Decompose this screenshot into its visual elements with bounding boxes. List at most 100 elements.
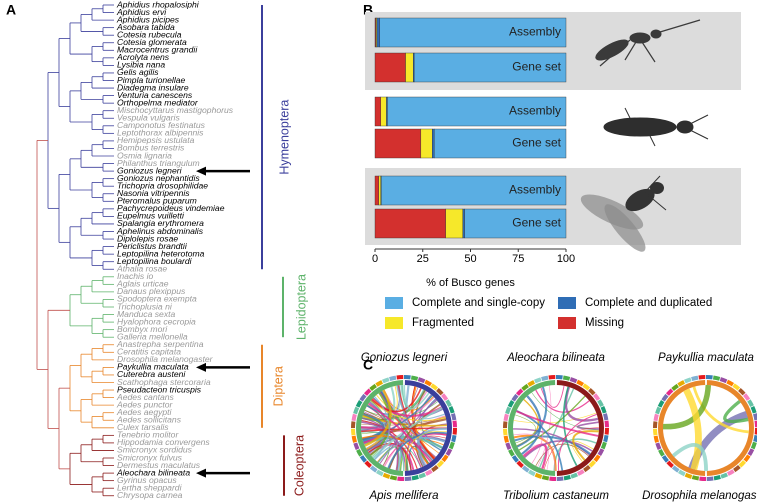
outer-segment — [593, 454, 601, 463]
clade-label: Hymenoptera — [277, 100, 291, 175]
chord — [417, 427, 448, 466]
chord — [362, 435, 429, 465]
outer-segment — [418, 472, 427, 479]
chord — [367, 387, 419, 451]
species-label: Smicronyx fulvus — [117, 452, 183, 462]
bar-segment — [380, 96, 387, 127]
bar-label: Assembly — [509, 25, 561, 39]
outer-segment — [597, 448, 605, 457]
outer-segment — [396, 375, 404, 380]
outer-segment — [753, 434, 757, 443]
bar-segment — [464, 208, 567, 239]
outer-segment — [750, 441, 757, 450]
outer-segment — [351, 428, 356, 436]
circos-plot — [351, 375, 457, 481]
outer-segment — [451, 413, 457, 421]
outer-segment — [750, 405, 757, 414]
outer-segment — [655, 406, 662, 415]
species-label: Osmia lignaria — [117, 150, 172, 160]
clade-label: Diptera — [271, 366, 285, 406]
outer-segment — [655, 442, 662, 451]
bar-segment — [432, 128, 435, 159]
legend-label: Missing — [585, 317, 624, 329]
species-label: Culex tarsalis — [117, 422, 169, 432]
species-label: Diplolepis rosae — [117, 233, 178, 243]
outer-segment — [706, 476, 714, 481]
species-label: Aglais urticae — [116, 279, 169, 289]
species-label: Leptopilina boulardi — [117, 256, 193, 266]
legend-swatch — [385, 297, 403, 309]
outer-segment — [706, 375, 713, 380]
species-label: Aedes aegypti — [116, 407, 173, 417]
outer-segment — [534, 472, 543, 479]
outer-segment — [445, 448, 453, 457]
species-label: Mischocyttarus mastigophorus — [117, 105, 234, 115]
chord — [363, 410, 385, 421]
chord — [403, 384, 430, 410]
outer-segment — [576, 469, 585, 476]
chord — [531, 392, 599, 431]
species-label: Cotesia glomerata — [117, 37, 187, 47]
panel-label: B — [363, 2, 373, 18]
species-label: Spodoptera exempta — [117, 294, 197, 304]
ring-half — [556, 380, 604, 476]
chord — [540, 385, 565, 408]
bar-segment — [374, 52, 406, 83]
outer-segment — [375, 380, 384, 387]
outer-segment — [436, 387, 444, 396]
outer-segment — [665, 388, 674, 396]
outer-segment — [382, 472, 391, 479]
outer-segment — [666, 460, 674, 469]
species-label: Pimpla turionellae — [117, 75, 186, 85]
circos-reference: Drosophila melanogaster — [642, 490, 757, 502]
species-label: Nasonia vitripennis — [117, 188, 190, 198]
outer-segment — [389, 475, 398, 481]
chord — [370, 400, 446, 422]
chord — [723, 399, 749, 424]
bar-segment — [379, 17, 567, 48]
species-label: Aedes punctor — [116, 399, 174, 409]
outer-segment — [677, 380, 686, 387]
outer-segment — [683, 377, 692, 384]
outer-segment — [747, 399, 754, 408]
species-label: Aedes cantans — [116, 392, 175, 402]
chord — [576, 421, 600, 430]
species-label: Lertha sheppardi — [117, 482, 183, 492]
chord — [396, 385, 434, 461]
chord — [361, 385, 401, 431]
outer-segment — [424, 469, 433, 476]
outer-segment — [508, 448, 515, 457]
species-label: Gelis agilis — [117, 67, 159, 77]
ring-half — [706, 380, 754, 476]
species-label: Cotesia rubecula — [117, 29, 182, 39]
outer-segment — [515, 388, 524, 396]
legend-label: Complete and single-copy — [412, 297, 545, 309]
chord — [535, 389, 590, 413]
outer-segment — [588, 460, 597, 468]
species-label: Pseudacteon tricuspis — [117, 384, 202, 394]
circos-reference: Apis mellifera — [368, 490, 438, 502]
circos-title: Goniozus legneri — [361, 352, 448, 364]
species-label: Philanthus triangulum — [117, 158, 200, 168]
outer-segment — [653, 428, 658, 436]
outer-segment — [603, 413, 609, 421]
chord — [538, 388, 575, 469]
outer-segment — [527, 380, 536, 387]
species-label: Acrolyta nens — [116, 52, 170, 62]
species-label: Leptopilina heterotoma — [117, 248, 205, 258]
outer-segment — [353, 442, 360, 451]
outer-segment — [698, 375, 706, 380]
species-label: Inachis io — [117, 271, 154, 281]
species-label: Venturia canescens — [117, 90, 193, 100]
species-label: Aphidius picipes — [116, 14, 180, 24]
bar-segment — [374, 128, 422, 159]
species-label: Trichoplusia ni — [117, 301, 173, 311]
species-label: Aphidius rhopalosiphi — [116, 0, 200, 9]
species-label: Pachycrepoideus vindemiae — [117, 203, 225, 213]
x-tick-label: 25 — [417, 253, 429, 265]
ring-half — [508, 380, 556, 476]
bar-segment — [434, 128, 567, 159]
outer-segment — [503, 435, 509, 443]
species-label: Gyrinus opacus — [117, 475, 177, 485]
insect-wasp — [595, 19, 701, 67]
